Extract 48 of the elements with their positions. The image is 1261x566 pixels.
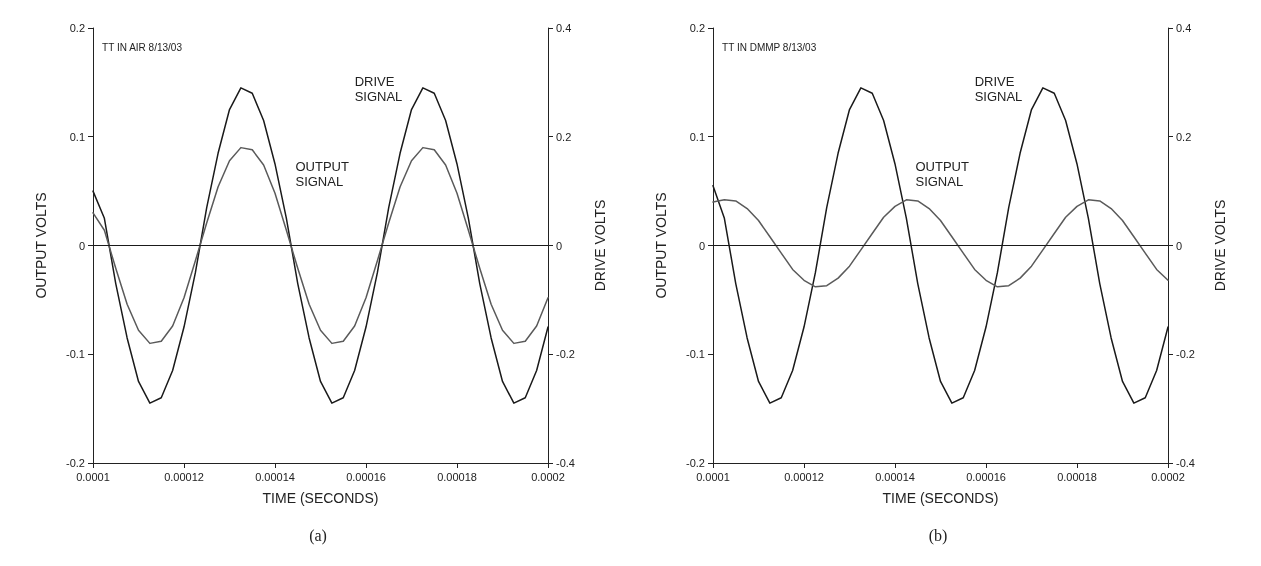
y-tick-label: 0 — [698, 239, 705, 252]
x-tick-label: 0.0002 — [1151, 470, 1185, 483]
x-tick-label: 0.0002 — [531, 470, 565, 483]
x-tick-label: 0.0001 — [76, 470, 110, 483]
annotation: TT IN DMMP 8/13/03 — [722, 41, 817, 53]
line-series — [712, 199, 1169, 288]
text: (a) — [309, 526, 327, 545]
annotation: OUTPUT SIGNAL — [295, 158, 353, 189]
y-tick-label: 0.2 — [69, 22, 85, 34]
y-tick-label: -0.1 — [66, 348, 85, 361]
text: (b) — [928, 526, 948, 545]
annotation: DRIVE SIGNAL — [354, 73, 403, 104]
y2-tick-label: 0.4 — [556, 22, 572, 34]
y-tick-label: -0.2 — [686, 457, 705, 469]
x-tick-label: 0.00012 — [784, 470, 824, 483]
x-tick-label: 0.00018 — [437, 470, 477, 483]
y-tick-label: 0.1 — [69, 130, 85, 143]
y-tick-label: -0.1 — [686, 348, 705, 361]
annotation: DRIVE SIGNAL — [974, 73, 1023, 104]
y-tick-label: -0.2 — [66, 457, 85, 469]
y2-tick-label: 0 — [556, 239, 563, 252]
annotation: TT IN AIR 8/13/03 — [102, 41, 183, 53]
x-tick-label: 0.0001 — [696, 470, 730, 483]
y2-tick-label: -0.4 — [1176, 457, 1195, 469]
x-axis-title: TIME (SECONDS) — [882, 490, 999, 506]
x-tick-label: 0.00016 — [966, 470, 1006, 483]
y-tick-label: 0 — [78, 239, 85, 252]
y2-tick-label: -0.2 — [556, 348, 575, 361]
y-tick-label: 0.2 — [689, 22, 705, 34]
x-tick-label: 0.00014 — [255, 470, 295, 483]
y2-tick-label: 0.4 — [1176, 22, 1192, 34]
y2-tick-label: -0.2 — [1176, 348, 1195, 361]
y2-tick-label: 0.2 — [1176, 130, 1192, 143]
x-tick-label: 0.00014 — [875, 470, 915, 483]
x-tick-label: 0.00012 — [164, 470, 204, 483]
annotation: OUTPUT SIGNAL — [915, 158, 973, 189]
x-tick-label: 0.00018 — [1057, 470, 1097, 483]
y-axis-title: OUTPUT VOLTS — [653, 192, 669, 299]
y-axis-title: OUTPUT VOLTS — [33, 192, 49, 299]
y-tick-label: 0.1 — [689, 130, 705, 143]
x-axis-title: TIME (SECONDS) — [262, 490, 379, 506]
line-series — [92, 146, 549, 345]
y2-tick-label: -0.4 — [556, 457, 575, 469]
x-tick-label: 0.00016 — [346, 470, 386, 483]
y2-tick-label: 0 — [1176, 239, 1183, 252]
y2-tick-label: 0.2 — [556, 130, 572, 143]
y2-axis-title: DRIVE VOLTS — [1212, 199, 1228, 292]
y2-axis-title: DRIVE VOLTS — [592, 199, 608, 292]
